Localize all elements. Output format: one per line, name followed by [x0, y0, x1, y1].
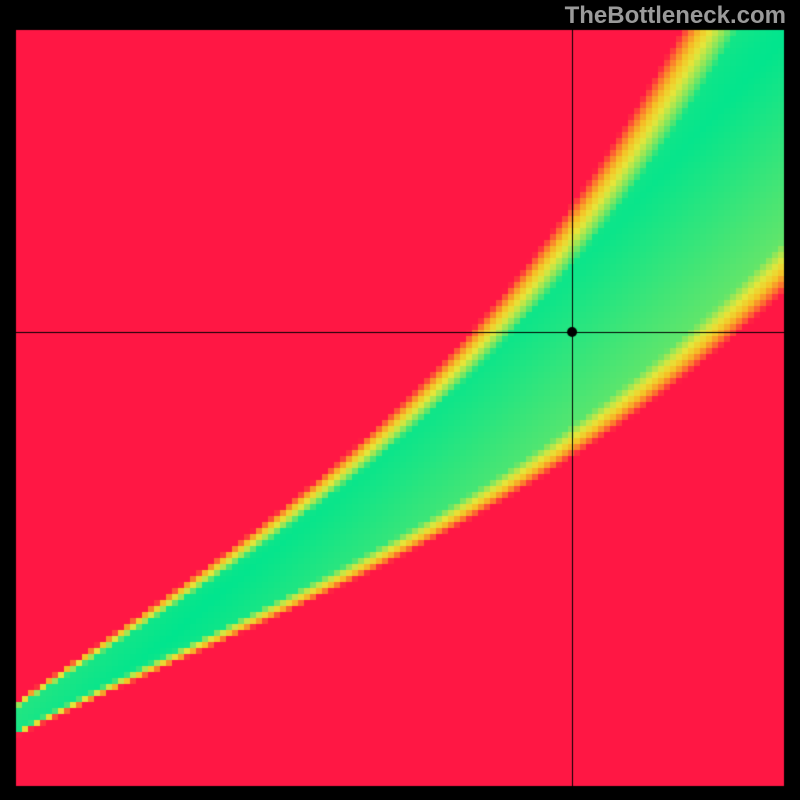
watermark-label: TheBottleneck.com [565, 2, 786, 30]
heatmap-canvas [0, 0, 800, 800]
chart-container: { "canvas": { "width": 800, "height": 80… [0, 0, 800, 800]
